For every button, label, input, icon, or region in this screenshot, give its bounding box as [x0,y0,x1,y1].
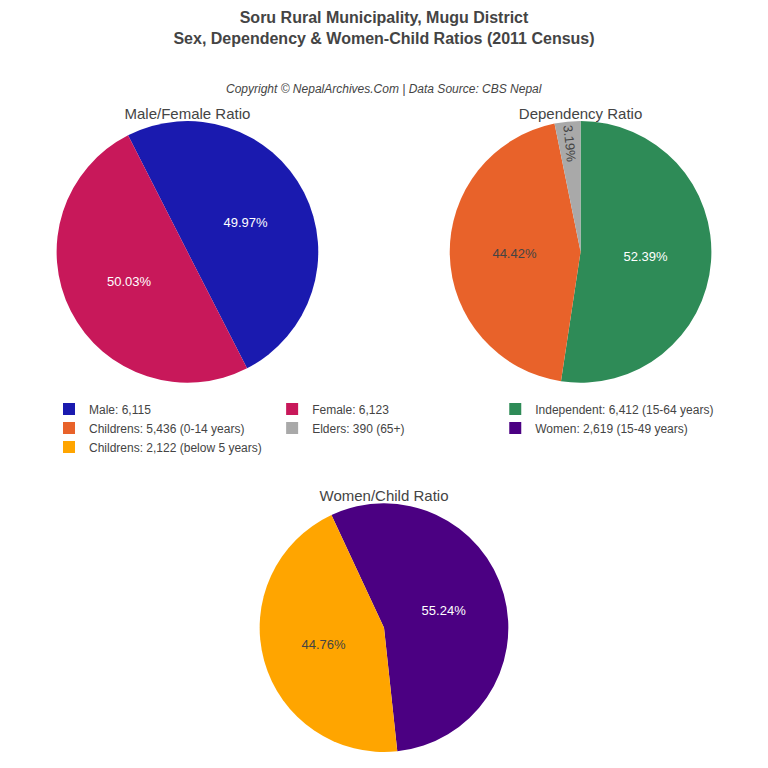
svg-text:Elders: 390 (65+): Elders: 390 (65+) [312,422,404,436]
svg-text:50.03%: 50.03% [107,274,152,289]
svg-text:Women/Child Ratio: Women/Child Ratio [320,487,449,504]
svg-text:55.24%: 55.24% [422,603,467,618]
svg-text:Childrens: 2,122 (below 5 year: Childrens: 2,122 (below 5 years) [89,441,262,455]
svg-text:49.97%: 49.97% [223,215,268,230]
svg-text:44.42%: 44.42% [492,246,537,261]
svg-text:Male/Female Ratio: Male/Female Ratio [124,105,250,122]
svg-text:Male: 6,115: Male: 6,115 [89,403,151,417]
svg-text:Childrens: 5,436 (0-14 years): Childrens: 5,436 (0-14 years) [89,422,244,436]
svg-text:Soru Rural Municipality, Mugu: Soru Rural Municipality, Mugu DistrictSe… [173,9,594,47]
svg-text:3.19%: 3.19% [560,124,579,163]
svg-text:Dependency Ratio: Dependency Ratio [519,105,642,122]
svg-text:44.76%: 44.76% [301,637,346,652]
svg-text:Independent: 6,412 (15-64 year: Independent: 6,412 (15-64 years) [535,403,713,417]
svg-text:52.39%: 52.39% [624,249,669,264]
svg-text:Copyright © NepalArchives.Com: Copyright © NepalArchives.Com | Data Sou… [226,82,542,96]
svg-text:Female: 6,123: Female: 6,123 [312,403,389,417]
svg-text:Women: 2,619 (15-49 years): Women: 2,619 (15-49 years) [535,422,688,436]
